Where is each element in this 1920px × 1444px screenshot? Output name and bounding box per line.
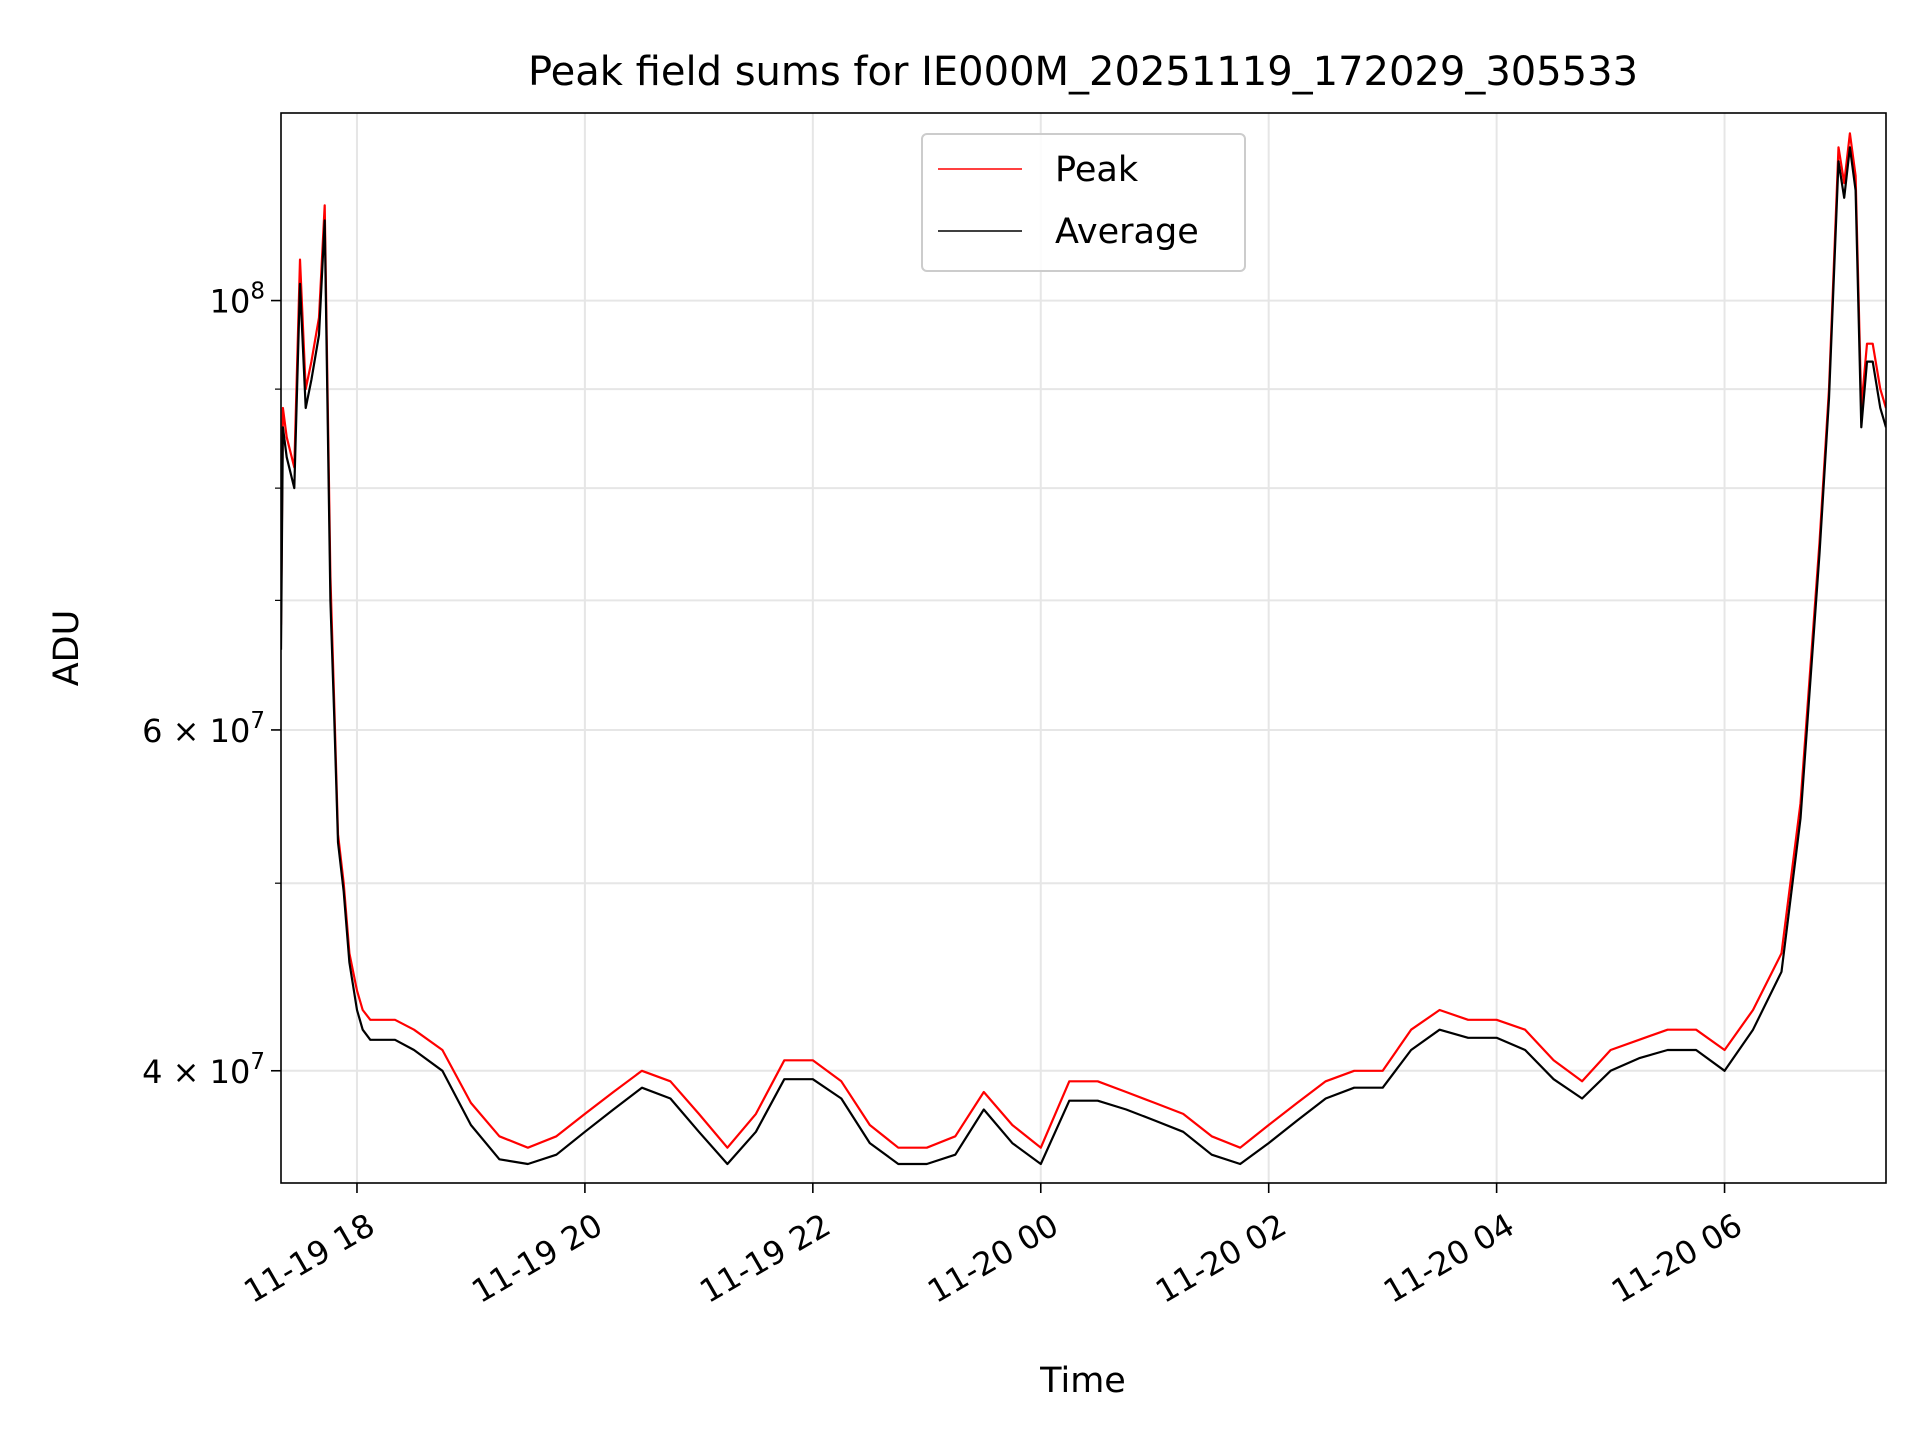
legend: Peak Average <box>921 133 1246 272</box>
series-layer <box>281 132 1886 1166</box>
series-line-average <box>281 146 1886 1166</box>
series-line-peak <box>281 132 1886 1149</box>
legend-label-peak: Peak <box>1055 150 1139 190</box>
x-axis-label: Time <box>1039 1361 1126 1401</box>
y-tick-label: 4 × 107 <box>142 1049 265 1091</box>
legend-label-average: Average <box>1055 212 1199 252</box>
y-tick-label: 108 <box>210 279 265 321</box>
y-tick-label: 6 × 107 <box>142 708 265 750</box>
plot-frame <box>280 112 1887 1184</box>
y-axis-label: ADU <box>47 610 87 687</box>
grid <box>281 113 1886 1183</box>
chart-title: Peak field sums for IE000M_20251119_1720… <box>528 49 1638 95</box>
y-axis: 4 × 107 6 × 107 108 <box>142 279 281 1091</box>
